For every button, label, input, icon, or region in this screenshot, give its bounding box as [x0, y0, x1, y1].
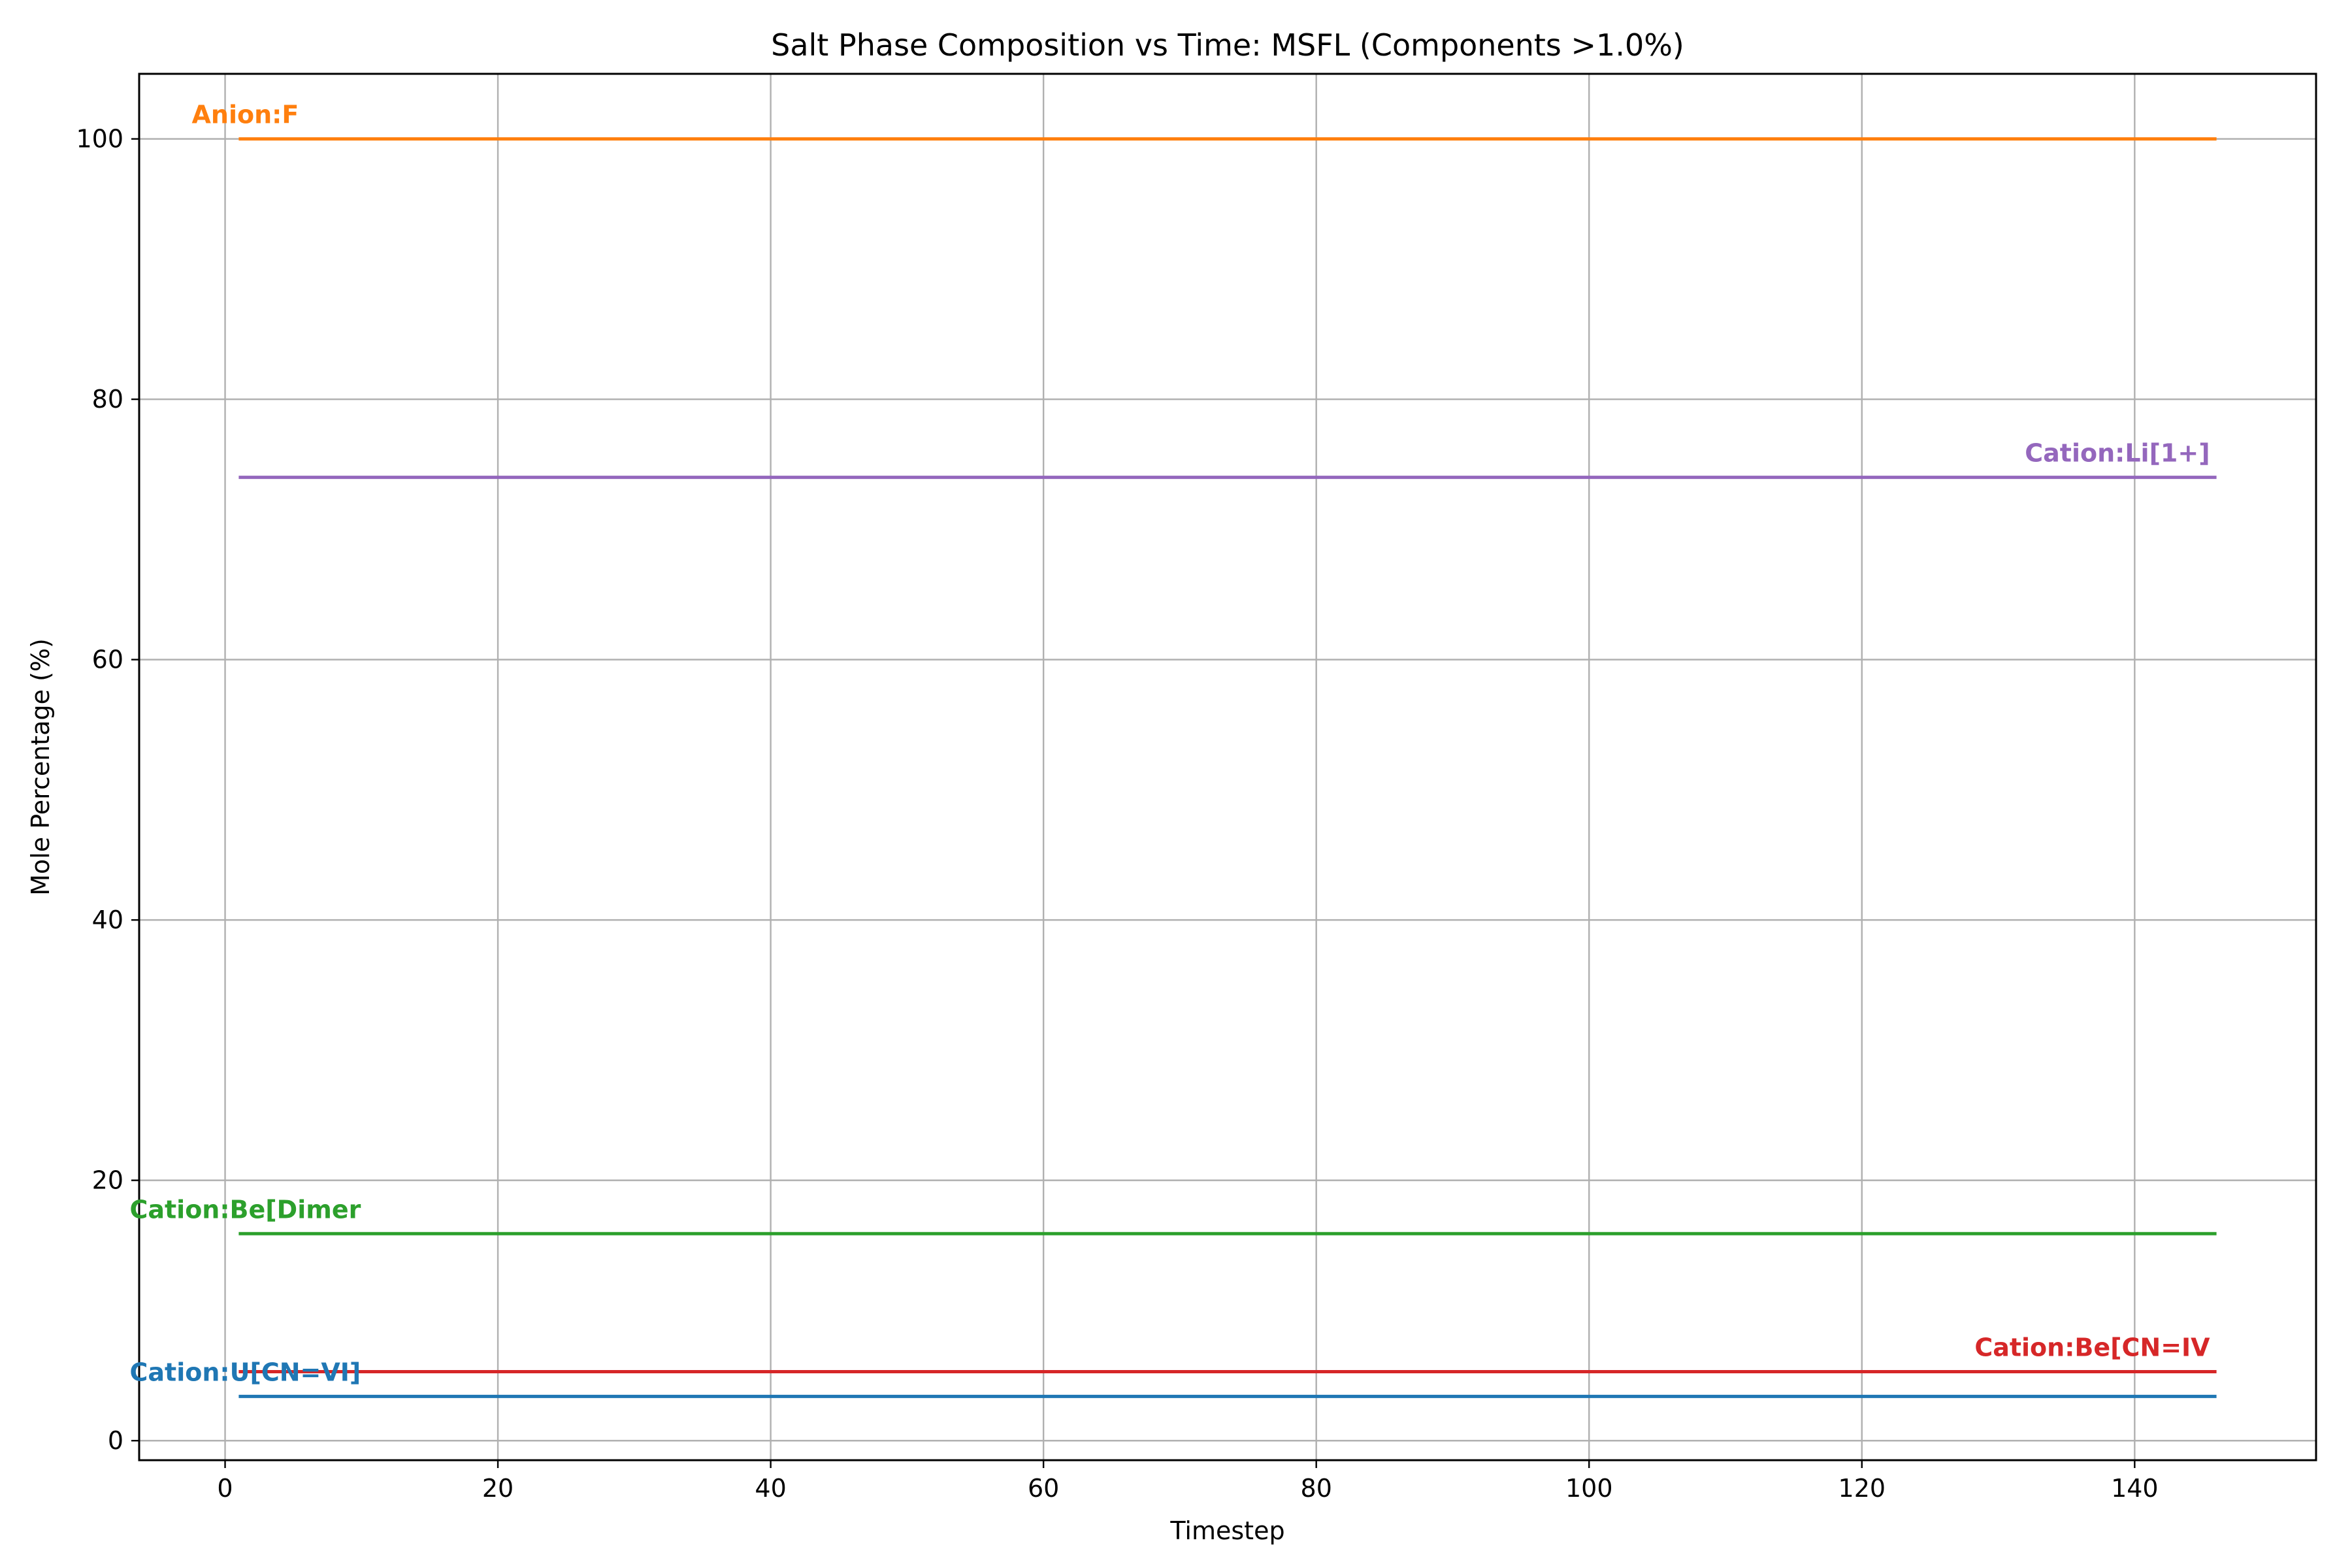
x-tick-label: 80 [1301, 1474, 1332, 1503]
x-tick-label: 40 [755, 1474, 786, 1503]
series-label-cation-li-1: Cation:Li[1+] [2025, 439, 2210, 468]
y-axis-title: Mole Percentage (%) [26, 638, 55, 896]
y-tick-label: 40 [92, 906, 123, 934]
series-label-anion-f: Anion:F [191, 101, 299, 129]
chart-title: Salt Phase Composition vs Time: MSFL (Co… [771, 27, 1684, 63]
plot-frame [138, 73, 2317, 1462]
x-tick-label: 140 [2111, 1474, 2159, 1503]
y-tick-label: 100 [76, 125, 123, 154]
series-label-cation-be-dimer: Cation:Be[Dimer [129, 1195, 361, 1224]
x-tick-label: 0 [217, 1474, 233, 1503]
y-tick-label: 80 [92, 385, 123, 414]
y-axis-ticks: 0 20 40 60 80 100 [76, 125, 139, 1455]
y-tick-label: 20 [92, 1166, 123, 1195]
x-axis-title: Timestep [1169, 1516, 1284, 1545]
x-axis-ticks: 0 20 40 60 80 100 120 140 [217, 1460, 2159, 1503]
x-tick-label: 120 [1838, 1474, 1886, 1503]
x-tick-label: 60 [1028, 1474, 1059, 1503]
series-lines [238, 137, 2217, 1398]
y-tick-label: 0 [108, 1426, 123, 1455]
series-labels: Anion:F Cation:Li[1+] Cation:Be[Dimer Catio… [129, 101, 2210, 1387]
y-tick-label: 60 [92, 645, 123, 674]
series-label-cation-u-cn-vi: Cation:U[CN=VI] [130, 1358, 361, 1386]
x-tick-label: 20 [482, 1474, 514, 1503]
x-tick-label: 100 [1565, 1474, 1613, 1503]
series-label-cation-be-cn-iv: Cation:Be[CN=IV [1974, 1333, 2210, 1362]
